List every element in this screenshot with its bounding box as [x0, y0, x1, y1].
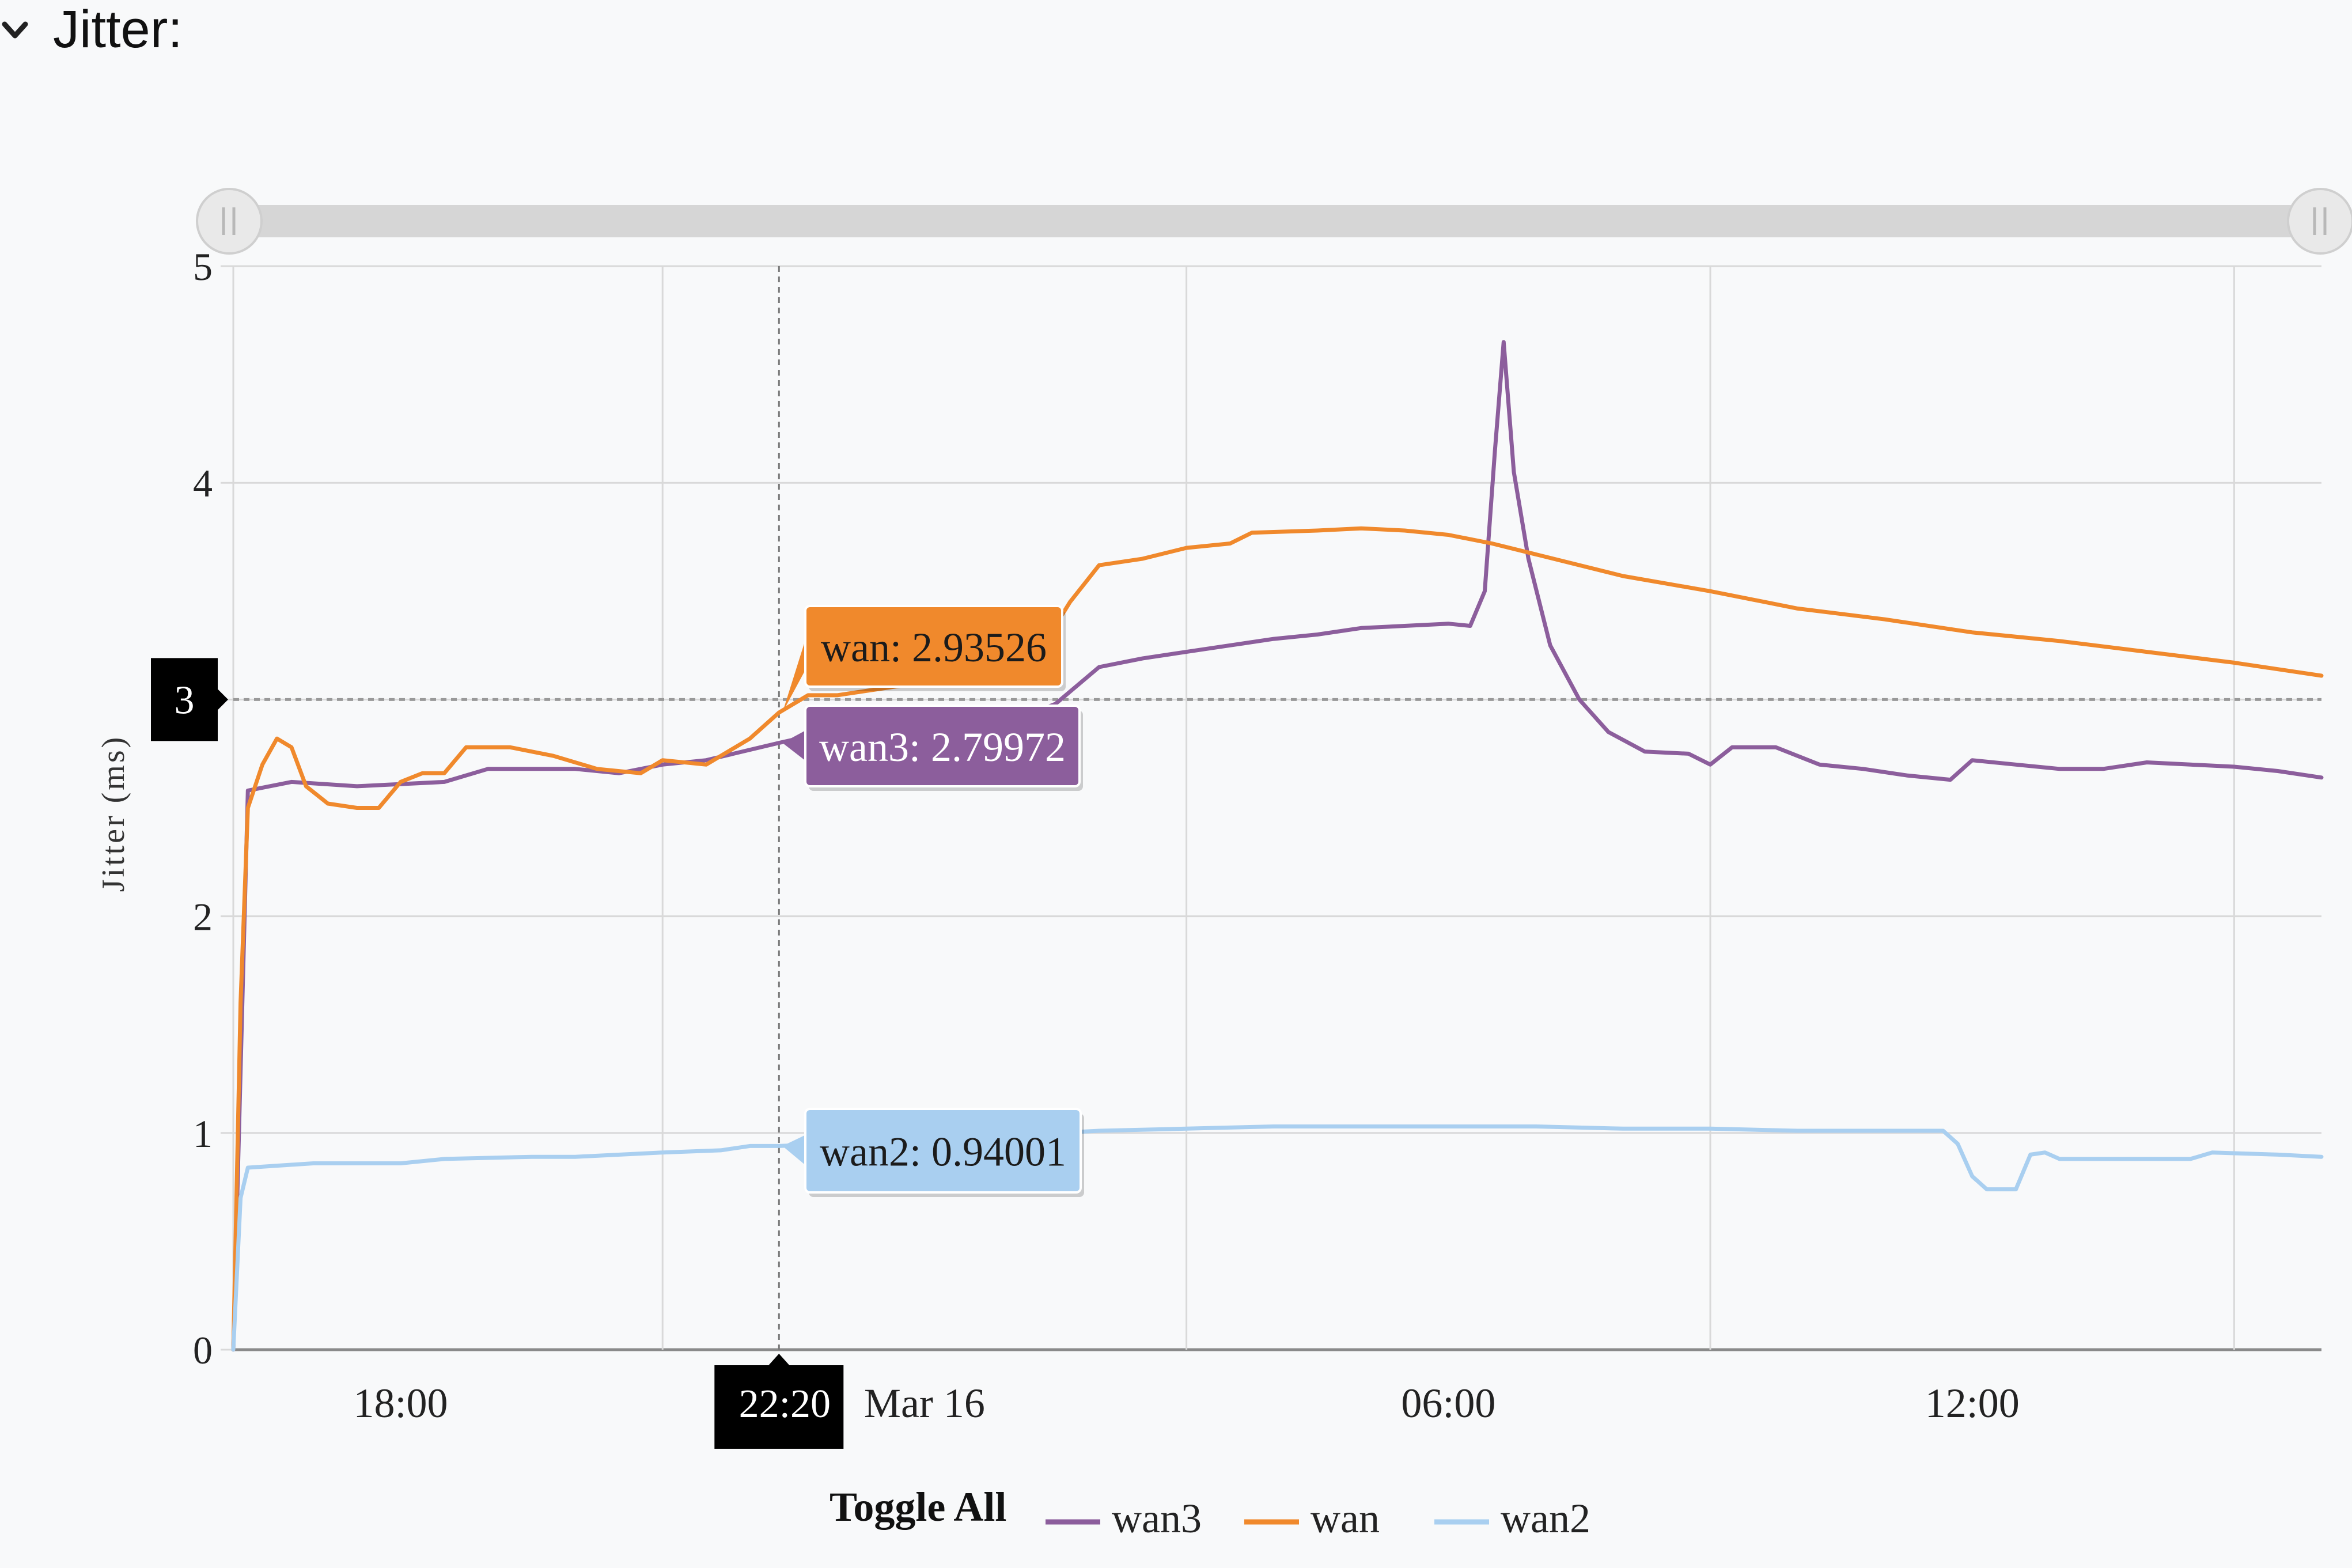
- legend-label: wan3: [1112, 1495, 1202, 1542]
- range-slider[interactable]: [196, 188, 2352, 255]
- legend: Toggle All wan3 wan wan2: [830, 1484, 1590, 1542]
- legend-item-wan[interactable]: wan: [1244, 1495, 1380, 1542]
- tooltip-box: [804, 605, 1063, 688]
- tooltip-wan3: wan3: 2.79972: [782, 705, 1083, 791]
- crosshair-y-label: 3: [151, 658, 228, 741]
- y-tick-label: 5: [193, 245, 213, 289]
- tooltips: 3 22:20 wan: 2.93526 wan3: 2.79972 wan2: 0.9…: [151, 605, 1084, 1449]
- y-tick-label: 2: [193, 895, 213, 939]
- y-tick-label: 1: [193, 1112, 213, 1156]
- series-line-wan: [231, 526, 2324, 1352]
- legend-item-wan2[interactable]: wan2: [1434, 1495, 1590, 1542]
- crosshair-x-label-text: 22:20: [739, 1382, 831, 1426]
- crosshair-y-label-box: [151, 658, 228, 741]
- legend-label: wan2: [1501, 1495, 1590, 1542]
- tooltip-pointer: [782, 629, 809, 713]
- legend-label: wan: [1311, 1495, 1380, 1542]
- x-tick-label: Mar 16: [864, 1380, 985, 1426]
- y-tick-label: 4: [193, 461, 213, 505]
- series-lines: [231, 340, 2324, 1352]
- tooltip-box: [804, 705, 1081, 787]
- range-slider-right-handle[interactable]: [2287, 188, 2352, 255]
- tooltip-text: wan: 2.93526: [821, 624, 1047, 671]
- tooltip-wan2: wan2: 0.94001: [782, 1108, 1084, 1197]
- range-slider-track[interactable]: [219, 205, 2321, 237]
- y-axis-label: Jitter (ms): [96, 735, 131, 892]
- legend-item-wan3[interactable]: wan3: [1046, 1495, 1202, 1542]
- tooltip-pointer: [782, 1133, 809, 1168]
- section-title: Jitter:: [53, 0, 183, 59]
- crosshair-y-label-text: 3: [175, 678, 195, 722]
- tooltip-text: wan3: 2.79972: [819, 724, 1066, 770]
- tooltip-box: [804, 1108, 1082, 1194]
- x-tick-label: 12:00: [1925, 1380, 2020, 1426]
- crosshair: [233, 266, 2321, 1350]
- tooltip-text: wan2: 0.94001: [820, 1129, 1066, 1175]
- tooltip-wan: wan: 2.93526: [782, 605, 1066, 713]
- tooltip-pointer: [782, 729, 809, 763]
- crosshair-x-label: 22:20: [714, 1354, 844, 1449]
- toggle-all-button[interactable]: Toggle All: [830, 1484, 1006, 1530]
- y-tick-label: 0: [193, 1328, 213, 1372]
- grid-lines: [221, 265, 2321, 1351]
- chevron-down-icon[interactable]: [2, 21, 28, 39]
- series-line-wan2: [231, 1124, 2324, 1352]
- x-tick-label: 18:00: [353, 1380, 448, 1426]
- crosshair-x-label-box: [714, 1354, 844, 1449]
- x-tick-label: 06:00: [1401, 1380, 1495, 1426]
- series-line-wan3: [231, 340, 2324, 1352]
- range-slider-left-handle[interactable]: [196, 188, 263, 255]
- section-header[interactable]: Jitter:: [2, 0, 183, 59]
